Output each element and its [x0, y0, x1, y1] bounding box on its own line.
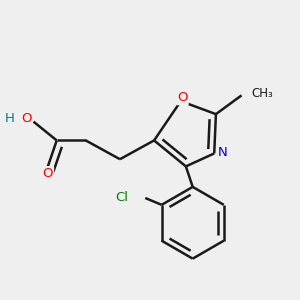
Text: O: O — [177, 91, 188, 104]
Text: CH₃: CH₃ — [252, 87, 274, 100]
Text: O: O — [21, 112, 32, 125]
Text: Cl: Cl — [115, 191, 128, 204]
Text: H: H — [5, 112, 15, 125]
Text: N: N — [218, 146, 228, 159]
Text: O: O — [43, 167, 53, 180]
